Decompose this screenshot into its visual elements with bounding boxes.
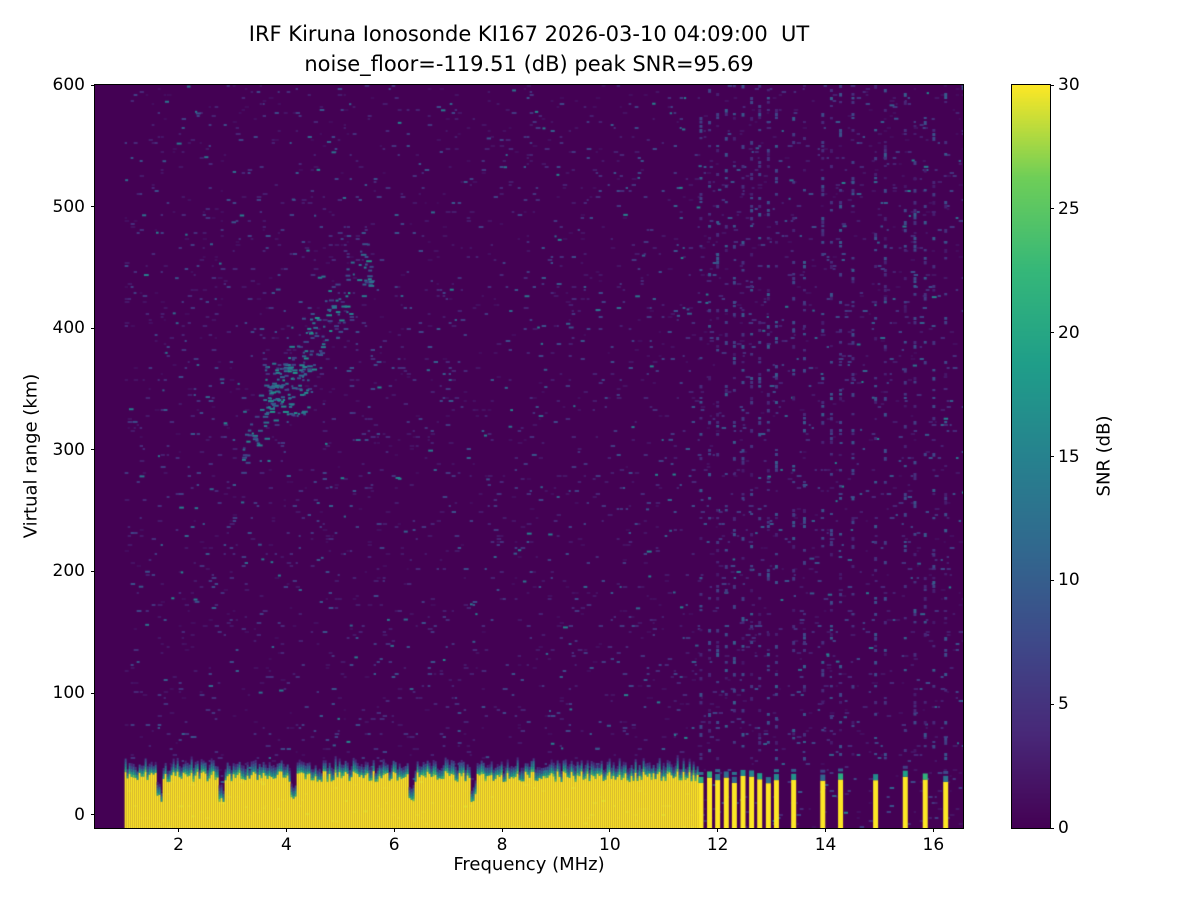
colorbar-tick-label: 15 xyxy=(1058,446,1080,467)
colorbar-tick-mark xyxy=(1050,827,1054,829)
x-tick-label: 10 xyxy=(599,835,621,855)
x-tick-mark xyxy=(825,828,827,832)
colorbar-tick-mark xyxy=(1050,579,1054,581)
y-tick-label: 500 xyxy=(52,196,85,217)
y-tick-label: 600 xyxy=(52,75,85,95)
x-tick-mark xyxy=(178,828,180,832)
y-tick-mark xyxy=(91,692,95,694)
x-tick-mark xyxy=(932,828,934,832)
chart-title: IRF Kiruna Ionosonde KI167 2026-03-10 04… xyxy=(248,22,810,46)
colorbar-tick-mark xyxy=(1050,703,1054,705)
colorbar-tick-label: 25 xyxy=(1058,198,1080,219)
x-tick-mark xyxy=(717,828,719,832)
y-tick-mark xyxy=(91,570,95,572)
x-tick-label: 2 xyxy=(173,835,184,855)
y-tick-mark xyxy=(91,449,95,451)
colorbar-tick-mark xyxy=(1050,84,1054,86)
x-tick-label: 16 xyxy=(922,835,945,855)
y-tick-mark xyxy=(91,84,95,86)
x-tick-label: 12 xyxy=(706,835,729,855)
x-tick-mark xyxy=(285,828,287,832)
colorbar-tick-label: 10 xyxy=(1058,570,1080,591)
y-tick-mark xyxy=(91,206,95,208)
colorbar-tick-label: 20 xyxy=(1058,322,1080,343)
colorbar-gradient-canvas xyxy=(1011,84,1051,829)
colorbar-tick-label: 5 xyxy=(1058,694,1069,715)
y-tick-label: 100 xyxy=(52,683,85,704)
y-tick-label: 0 xyxy=(74,804,85,825)
y-tick-label: 300 xyxy=(52,439,85,460)
x-tick-label: 6 xyxy=(388,835,400,855)
colorbar-tick-mark xyxy=(1050,332,1054,334)
colorbar-tick-label: 30 xyxy=(1058,75,1080,95)
x-tick-mark xyxy=(501,828,503,832)
colorbar-tick-mark xyxy=(1050,208,1054,210)
y-tick-label: 400 xyxy=(52,318,85,339)
chart-subtitle: noise_floor=-119.51 (dB) peak SNR=95.69 xyxy=(304,52,754,76)
y-tick-mark xyxy=(91,814,95,816)
y-tick-mark xyxy=(91,327,95,329)
y-tick-label: 200 xyxy=(52,561,85,582)
x-axis-label: Frequency (MHz) xyxy=(453,854,605,875)
colorbar-tick-mark xyxy=(1050,456,1054,457)
ionogram-heatmap-canvas xyxy=(94,84,964,829)
x-tick-mark xyxy=(609,828,611,832)
y-axis-label: Virtual range (km) xyxy=(20,373,42,539)
x-tick-label: 4 xyxy=(280,835,292,855)
x-tick-label: 8 xyxy=(496,835,508,855)
x-tick-label: 14 xyxy=(814,835,837,855)
x-tick-mark xyxy=(393,828,395,832)
colorbar-tick-label: 0 xyxy=(1058,818,1069,838)
